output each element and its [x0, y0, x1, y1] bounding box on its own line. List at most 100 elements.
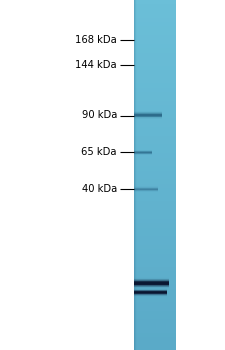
Bar	[134, 206, 176, 211]
Bar	[134, 152, 152, 153]
Bar	[134, 279, 169, 280]
Bar	[134, 346, 176, 350]
Bar	[134, 0, 135, 350]
Bar	[134, 262, 176, 267]
Bar	[134, 152, 152, 153]
Bar	[134, 66, 176, 71]
Bar	[135, 0, 136, 350]
Bar	[134, 0, 135, 350]
Bar	[134, 115, 162, 116]
Bar	[134, 288, 169, 289]
Bar	[134, 293, 166, 294]
Bar	[134, 112, 162, 113]
Bar	[134, 188, 158, 189]
Bar	[134, 96, 176, 102]
Bar	[134, 214, 176, 219]
Bar	[134, 186, 158, 187]
Bar	[134, 278, 169, 279]
Bar	[134, 289, 176, 294]
Bar	[134, 294, 166, 295]
Bar	[134, 241, 176, 246]
Bar	[134, 118, 162, 119]
Bar	[134, 286, 169, 287]
Bar	[134, 282, 169, 283]
Bar	[134, 278, 169, 279]
Bar	[134, 187, 158, 188]
Bar	[134, 286, 169, 287]
Bar	[134, 219, 176, 224]
Bar	[134, 191, 158, 192]
Bar	[134, 111, 162, 112]
Bar	[134, 280, 176, 285]
Text: 90 kDa: 90 kDa	[82, 111, 117, 120]
Bar	[134, 311, 176, 316]
Bar	[134, 152, 152, 153]
Bar	[134, 115, 162, 116]
Bar	[134, 186, 158, 187]
Bar	[134, 175, 176, 180]
Bar	[134, 188, 158, 189]
Bar	[134, 149, 152, 150]
Bar	[134, 166, 176, 172]
Bar	[134, 290, 166, 291]
Bar	[134, 114, 162, 115]
Bar	[134, 292, 166, 293]
Bar	[134, 114, 162, 115]
Bar	[134, 288, 166, 289]
Bar	[134, 118, 176, 123]
Bar	[134, 35, 176, 40]
Bar	[134, 151, 152, 152]
Bar	[134, 187, 158, 188]
Bar	[134, 337, 176, 342]
Bar	[134, 281, 169, 282]
Bar	[134, 40, 176, 44]
Bar	[134, 154, 152, 155]
Bar	[134, 144, 176, 149]
Bar	[134, 193, 176, 197]
Bar	[134, 291, 166, 292]
Bar	[134, 289, 166, 290]
Bar	[134, 153, 152, 154]
Bar	[134, 151, 152, 152]
Bar	[134, 228, 176, 232]
Bar	[134, 154, 152, 155]
Bar	[134, 113, 162, 114]
Bar	[134, 186, 158, 187]
Bar	[134, 150, 152, 151]
Bar	[135, 0, 136, 350]
Bar	[134, 48, 176, 53]
Bar	[134, 0, 176, 5]
Bar	[134, 210, 176, 215]
Bar	[134, 116, 162, 117]
Bar	[134, 116, 162, 117]
Bar	[134, 280, 169, 281]
Bar	[134, 280, 169, 281]
Bar	[134, 191, 158, 192]
Bar	[134, 22, 176, 27]
Bar	[134, 258, 176, 263]
Bar	[134, 296, 166, 297]
Bar	[134, 61, 176, 66]
Bar	[134, 295, 166, 296]
Bar	[134, 249, 176, 254]
Bar	[135, 0, 136, 350]
Bar	[134, 285, 169, 286]
Bar	[134, 188, 176, 193]
Bar	[134, 232, 176, 237]
Bar	[134, 113, 162, 114]
Bar	[134, 0, 135, 350]
Bar	[134, 295, 166, 296]
Text: 40 kDa: 40 kDa	[82, 184, 117, 194]
Bar	[134, 9, 176, 14]
Bar	[134, 283, 169, 284]
Bar	[134, 135, 176, 141]
Bar	[134, 289, 166, 290]
Bar	[134, 114, 162, 115]
Bar	[134, 154, 152, 155]
Bar	[134, 284, 169, 285]
Bar	[134, 236, 176, 242]
Bar	[134, 131, 176, 136]
Bar	[134, 189, 158, 190]
Bar	[134, 88, 176, 92]
Bar	[135, 0, 136, 350]
